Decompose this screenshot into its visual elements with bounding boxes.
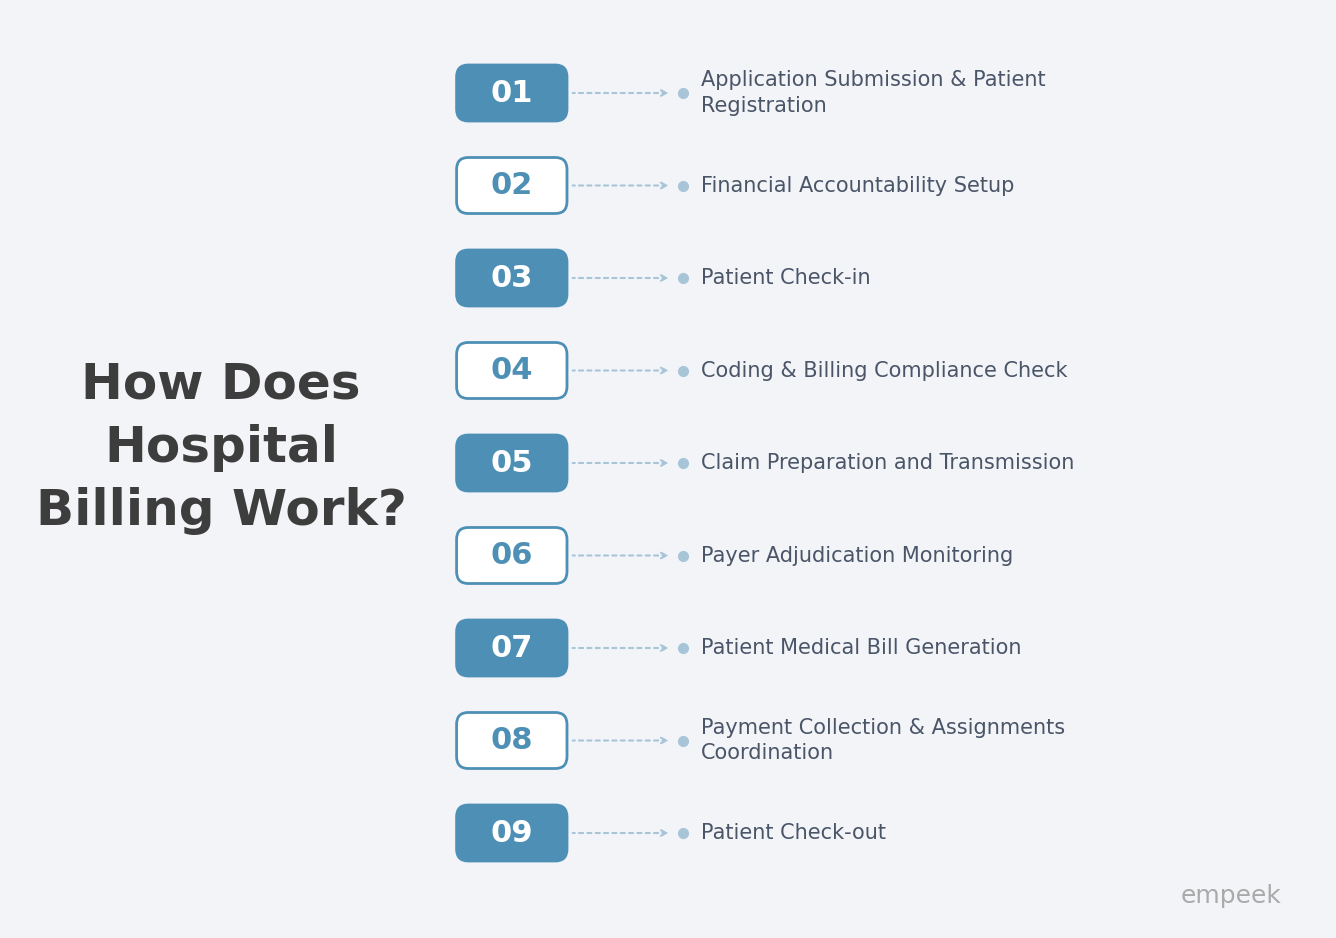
Text: 08: 08 <box>490 726 533 755</box>
Text: Payment Collection & Assignments
Coordination: Payment Collection & Assignments Coordin… <box>700 718 1065 764</box>
FancyBboxPatch shape <box>457 250 566 306</box>
Text: Coding & Billing Compliance Check: Coding & Billing Compliance Check <box>700 360 1067 381</box>
FancyBboxPatch shape <box>457 435 566 491</box>
Text: 01: 01 <box>490 79 533 108</box>
FancyBboxPatch shape <box>457 713 566 768</box>
FancyBboxPatch shape <box>457 342 566 399</box>
Text: 09: 09 <box>490 819 533 848</box>
FancyBboxPatch shape <box>457 158 566 214</box>
Text: Financial Accountability Setup: Financial Accountability Setup <box>700 175 1014 195</box>
Text: 04: 04 <box>490 356 533 385</box>
Text: Patient Check-in: Patient Check-in <box>700 268 870 288</box>
FancyBboxPatch shape <box>457 527 566 583</box>
Text: Patient Medical Bill Generation: Patient Medical Bill Generation <box>700 638 1021 658</box>
Text: Application Submission & Patient
Registration: Application Submission & Patient Registr… <box>700 70 1045 115</box>
Text: 05: 05 <box>490 448 533 477</box>
FancyBboxPatch shape <box>457 620 566 676</box>
Text: 07: 07 <box>490 633 533 662</box>
FancyBboxPatch shape <box>457 805 566 861</box>
Text: empeek: empeek <box>1181 884 1281 908</box>
Text: 06: 06 <box>490 541 533 570</box>
Text: Patient Check-out: Patient Check-out <box>700 823 886 843</box>
Text: Payer Adjudication Monitoring: Payer Adjudication Monitoring <box>700 546 1013 566</box>
FancyBboxPatch shape <box>457 65 566 121</box>
Text: 02: 02 <box>490 171 533 200</box>
Text: 03: 03 <box>490 264 533 293</box>
Text: How Does
Hospital
Billing Work?: How Does Hospital Billing Work? <box>36 361 406 536</box>
Text: Claim Preparation and Transmission: Claim Preparation and Transmission <box>700 453 1074 473</box>
